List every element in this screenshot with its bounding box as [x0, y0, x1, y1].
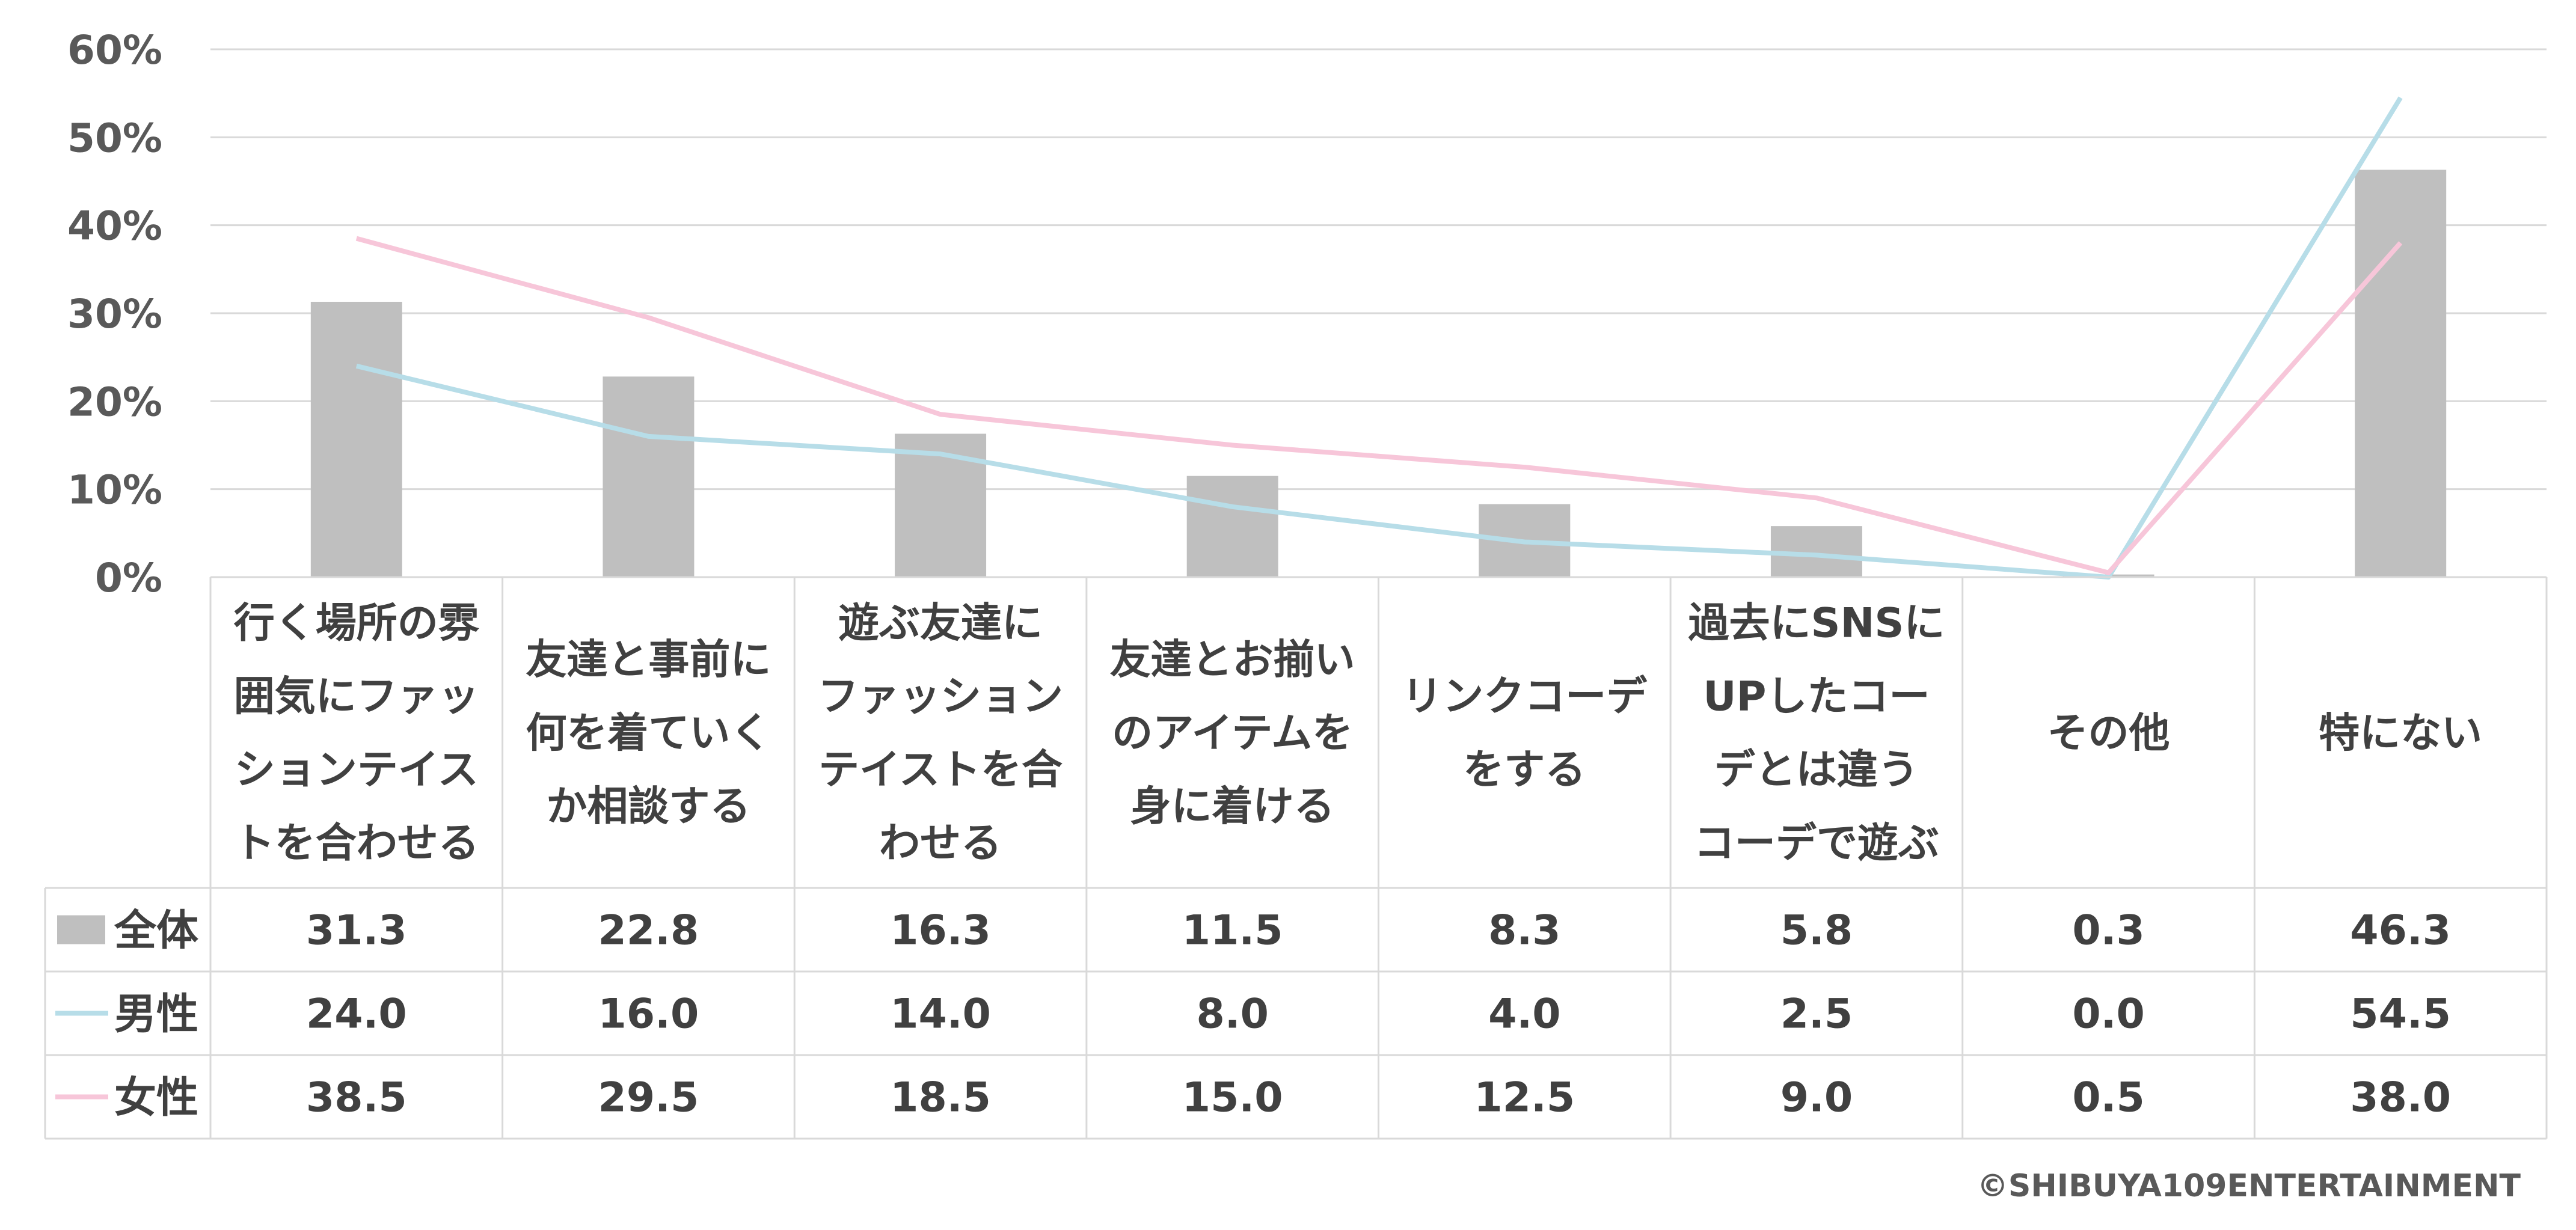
data-label: 15.0 [1182, 1074, 1283, 1122]
category-label: 友達と事前に [526, 637, 771, 684]
category-label: 過去にSNSに [1688, 600, 1945, 647]
data-label: 38.5 [306, 1074, 407, 1122]
line-series [355, 96, 2403, 580]
data-label: 4.0 [1488, 991, 1560, 1038]
category-label: 遊ぶ友達に [838, 600, 1043, 647]
data-label: 38.0 [2350, 1074, 2451, 1122]
y-tick-label: 0% [95, 555, 162, 601]
bar [2355, 170, 2447, 577]
category-label: 何を着ていく [526, 710, 771, 757]
data-label: 2.5 [1780, 991, 1853, 1038]
category-label: のアイテムを [1112, 710, 1353, 757]
data-label: 46.3 [2350, 907, 2451, 955]
category-label: 友達とお揃い [1110, 637, 1355, 684]
category-label: 行く場所の雰 [234, 600, 480, 647]
legend-key-bar [57, 915, 105, 944]
data-label: 12.5 [1474, 1074, 1575, 1122]
category-label: ファッション [818, 673, 1063, 721]
gridlines [210, 48, 2547, 491]
data-label: 14.0 [890, 991, 991, 1038]
category-label: 囲気にファッ [234, 673, 479, 721]
y-tick-label: 50% [67, 115, 162, 161]
data-label: 8.3 [1488, 907, 1560, 955]
category-label: リンクコーデ [1402, 673, 1648, 721]
credit-text: ©SHIBUYA109ENTERTAINMENT [1977, 1168, 2521, 1204]
category-label: をする [1463, 747, 1586, 794]
category-label: UPしたコー [1703, 673, 1930, 721]
data-label: 24.0 [306, 991, 407, 1038]
category-label: 身に着ける [1130, 783, 1335, 831]
category-label: 特にない [2319, 710, 2482, 757]
data-label: 22.8 [598, 907, 699, 955]
category-label: デとは違う [1714, 747, 1919, 794]
data-label: 31.3 [306, 907, 407, 955]
data-label: 29.5 [598, 1074, 699, 1122]
category-label: わせる [879, 820, 1002, 867]
data-label: 5.8 [1780, 907, 1853, 955]
bar [1186, 476, 1278, 577]
data-label: 11.5 [1182, 907, 1283, 955]
category-label: コーデで遊ぶ [1694, 820, 1939, 867]
y-tick-label: 10% [67, 467, 162, 513]
y-tick-label: 60% [67, 27, 162, 73]
y-tick-label: 40% [67, 203, 162, 249]
y-axis: 0% 10% 20% 30% 40% 50% 60% [67, 27, 162, 601]
category-label: テイストを合 [818, 747, 1063, 794]
y-tick-label: 30% [67, 291, 162, 337]
category-label: ションテイス [235, 747, 479, 794]
category-label: トを合わせる [234, 820, 479, 867]
series-line [355, 236, 2403, 575]
data-label: 0.3 [2072, 907, 2144, 955]
bar [310, 301, 402, 577]
series-name: 女性 [114, 1073, 198, 1122]
data-label: 8.0 [1196, 991, 1268, 1038]
data-label: 0.5 [2072, 1074, 2144, 1122]
data-label: 9.0 [1780, 1074, 1853, 1122]
data-label: 18.5 [890, 1074, 991, 1122]
bar-series [310, 170, 2447, 577]
data-label: 0.0 [2072, 991, 2144, 1038]
y-tick-label: 20% [67, 379, 162, 425]
category-label: か相談する [546, 783, 750, 831]
data-label: 54.5 [2350, 991, 2451, 1038]
data-label: 16.3 [890, 907, 991, 955]
series-line [355, 96, 2403, 580]
data-label: 16.0 [598, 991, 699, 1038]
series-name: 男性 [114, 990, 198, 1039]
bar [603, 376, 695, 577]
category-label: その他 [2047, 710, 2170, 757]
series-name: 全体 [114, 906, 198, 955]
